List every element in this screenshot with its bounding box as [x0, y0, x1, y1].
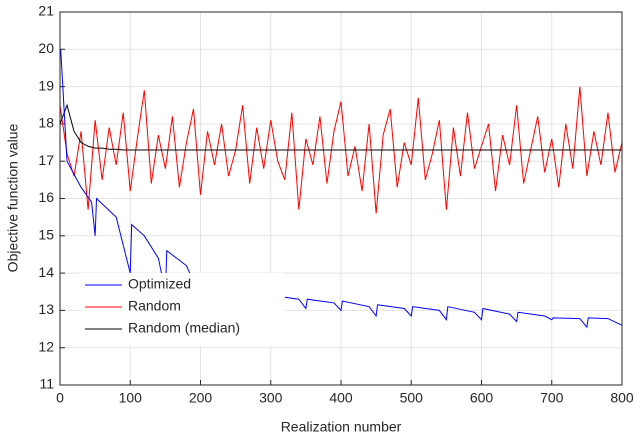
x-tick-label: 400	[329, 390, 353, 406]
y-tick-label: 18	[38, 115, 54, 131]
x-tick-label: 500	[400, 390, 424, 406]
y-tick-label: 11	[39, 376, 54, 392]
y-tick-label: 14	[38, 264, 54, 280]
series-line	[59, 103, 622, 151]
y-tick-label: 17	[38, 152, 54, 168]
series-line	[60, 49, 623, 329]
x-axis-label: Realization number	[281, 419, 402, 435]
y-tick-label: 19	[38, 77, 54, 93]
y-tick-label: 21	[38, 3, 54, 19]
x-tick-label: 600	[470, 390, 494, 406]
y-tick-label: 15	[38, 227, 54, 243]
y-axis-label: Objective function value	[5, 123, 21, 272]
plot-frame	[59, 11, 623, 386]
x-tick-label: 0	[56, 390, 64, 406]
x-tick-label: 300	[259, 390, 283, 406]
legend-label: Random (median)	[128, 320, 240, 336]
y-tick-label: 12	[38, 338, 54, 354]
x-tick-label: 100	[119, 390, 143, 406]
y-tick-label: 16	[38, 189, 54, 205]
y-tick-label: 20	[38, 40, 54, 56]
legend-label: Random	[128, 298, 181, 314]
x-tick-label: 700	[540, 390, 564, 406]
series-line	[59, 86, 623, 214]
x-tick-label: 800	[610, 390, 634, 406]
legend-label: Optimized	[128, 276, 191, 292]
x-tick-label: 200	[189, 390, 213, 406]
y-tick-label: 13	[38, 301, 54, 317]
